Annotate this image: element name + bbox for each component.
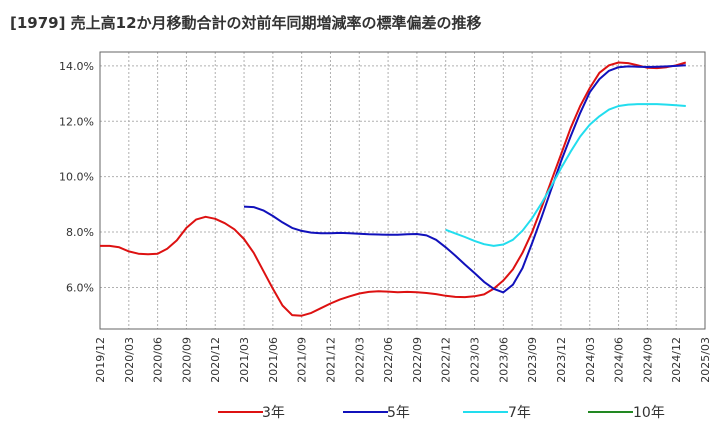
x-tick-label: 2020/12	[209, 337, 222, 383]
legend-label: 7年	[508, 405, 531, 421]
x-axis-ticks: 2019/12 2020/03 2020/06 2020/09 2020/12 2021/…	[94, 337, 712, 383]
grid	[100, 52, 705, 329]
y-tick-label: 8.0%	[66, 226, 94, 239]
x-tick-label: 2022/03	[353, 337, 366, 383]
x-tick-label: 2021/09	[296, 337, 309, 383]
x-tick-label: 2020/09	[180, 337, 193, 383]
x-tick-label: 2022/09	[411, 337, 424, 383]
legend: 3年 5年 7年 10年	[218, 405, 665, 421]
x-tick-label: 2023/12	[555, 337, 568, 383]
x-tick-label: 2021/06	[267, 337, 280, 383]
x-tick-label: 2024/09	[641, 337, 654, 383]
plot-frame	[99, 51, 706, 330]
x-tick-label: 2024/03	[584, 337, 597, 383]
x-tick-label: 2022/12	[440, 337, 453, 383]
x-tick-label: 2019/12	[94, 337, 107, 383]
x-tick-label: 2024/12	[670, 337, 683, 383]
series-line	[100, 61, 687, 317]
chart-title: [1979] 売上高12か月移動合計の対前年同期増減率の標準偏差の推移	[10, 14, 482, 32]
x-tick-label: 2023/09	[526, 337, 539, 383]
x-tick-label: 2020/03	[123, 337, 136, 383]
x-tick-label: 2025/03	[699, 337, 712, 383]
y-axis-ticks: 6.0% 8.0% 10.0% 12.0% 14.0%	[59, 60, 94, 295]
series-line	[243, 64, 686, 294]
y-tick-label: 14.0%	[59, 60, 94, 73]
series-line	[445, 103, 686, 247]
x-tick-label: 2021/12	[324, 337, 337, 383]
y-tick-label: 10.0%	[59, 171, 94, 184]
x-tick-label: 2021/03	[238, 337, 251, 383]
x-tick-label: 2023/06	[497, 337, 510, 383]
series-lines	[100, 61, 687, 317]
legend-label: 10年	[633, 405, 665, 421]
legend-label: 5年	[387, 405, 410, 421]
x-tick-label: 2020/06	[152, 337, 165, 383]
y-tick-label: 12.0%	[59, 115, 94, 128]
legend-label: 3年	[262, 405, 285, 421]
x-tick-label: 2022/06	[382, 337, 395, 383]
x-tick-label: 2024/06	[613, 337, 626, 383]
x-tick-label: 2023/03	[469, 337, 482, 383]
y-tick-label: 6.0%	[66, 281, 94, 294]
